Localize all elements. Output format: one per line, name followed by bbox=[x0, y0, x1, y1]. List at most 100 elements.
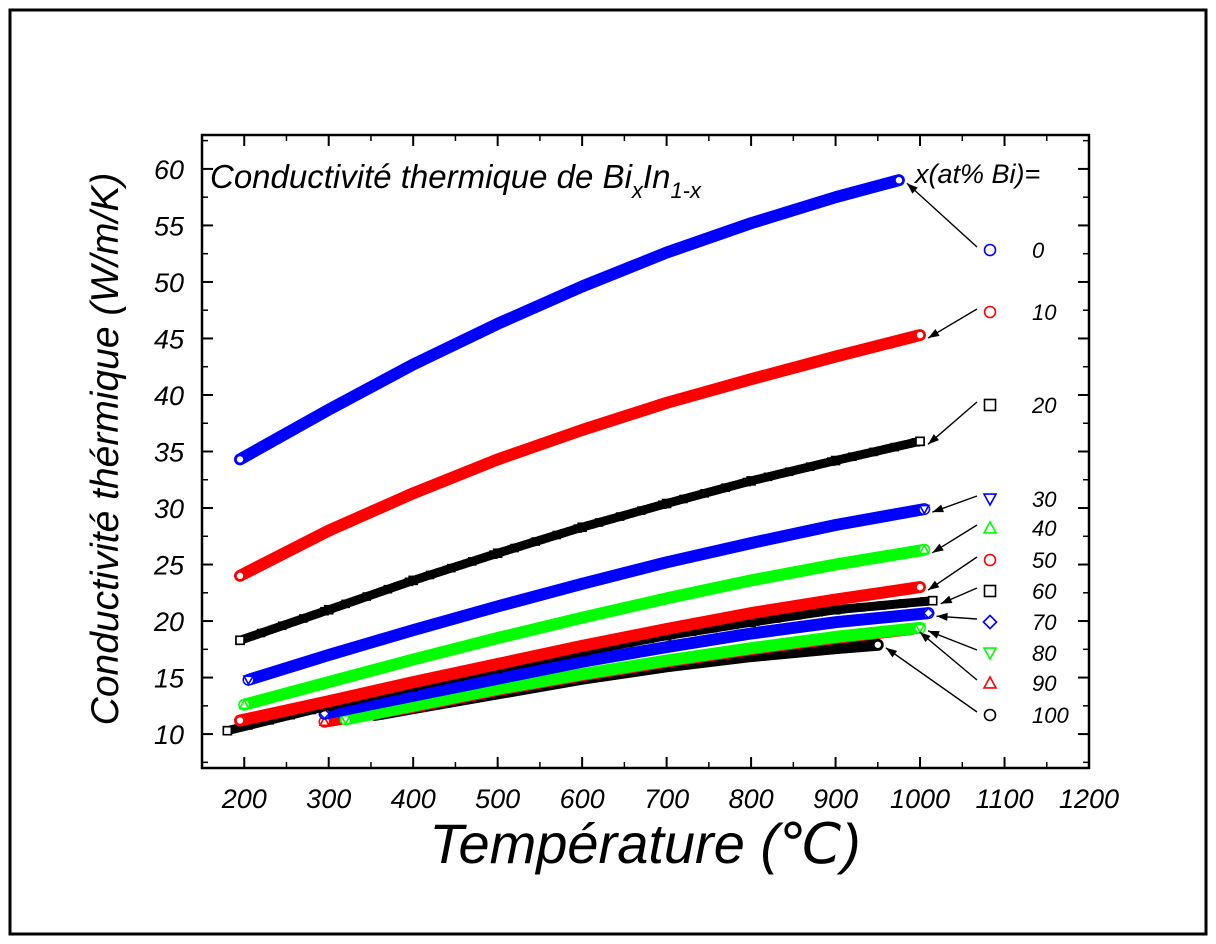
end-mask-100 bbox=[873, 640, 883, 650]
curve-marker-70 bbox=[678, 639, 689, 650]
legend-arrow-0 bbox=[906, 182, 978, 248]
curve-marker-20 bbox=[256, 628, 266, 638]
end-marker-10 bbox=[915, 330, 925, 340]
curve-marker-40 bbox=[809, 562, 820, 573]
curve-marker-10 bbox=[320, 528, 329, 538]
legend-marker-100 bbox=[983, 708, 997, 722]
x-tick-label-10: 1200 bbox=[1059, 784, 1119, 814]
legend-arrow-100 bbox=[885, 647, 978, 713]
curve-marker-0 bbox=[827, 194, 836, 203]
curve-marker-40 bbox=[429, 648, 440, 659]
curve-marker-10 bbox=[341, 518, 350, 528]
curve-marker-40 bbox=[407, 653, 419, 664]
curve-marker-80 bbox=[868, 628, 879, 639]
curve-marker-0 bbox=[636, 258, 646, 268]
data-point-10-5 bbox=[661, 398, 672, 408]
curve-marker-20 bbox=[362, 592, 372, 601]
curve-marker-60 bbox=[793, 611, 802, 620]
start-marker-60 bbox=[222, 725, 233, 736]
curve-marker-30 bbox=[581, 578, 592, 589]
curve-marker-40 bbox=[344, 670, 356, 681]
x-tick-label-7: 900 bbox=[813, 784, 858, 814]
curve-marker-20 bbox=[468, 557, 477, 566]
legend-item-80: 80 bbox=[927, 630, 1057, 666]
curve-marker-20 bbox=[615, 512, 625, 521]
curve-marker-20 bbox=[848, 452, 857, 461]
y-tick-label-6: 40 bbox=[154, 381, 184, 411]
curve-marker-10 bbox=[489, 456, 498, 466]
plot-title-sub-x: x bbox=[631, 178, 644, 203]
end-marker-20 bbox=[915, 436, 925, 447]
start-mask-10 bbox=[235, 571, 245, 581]
start-marker-50 bbox=[235, 715, 245, 726]
curve-marker-70 bbox=[593, 653, 605, 665]
curve-marker-0 bbox=[383, 373, 393, 383]
curve-marker-30 bbox=[813, 524, 824, 535]
curve-marker-60 bbox=[814, 607, 823, 617]
curve-marker-20 bbox=[299, 614, 308, 623]
curve-marker-80 bbox=[805, 636, 816, 646]
curve-marker-10 bbox=[636, 406, 646, 416]
curve-marker-60 bbox=[856, 603, 866, 612]
curve-marker-10 bbox=[848, 347, 857, 357]
curve-marker-80 bbox=[509, 681, 520, 692]
curve-marker-50 bbox=[468, 665, 477, 674]
legend-marker-40 bbox=[982, 520, 998, 534]
start-mask-40 bbox=[239, 700, 249, 710]
curve-marker-70 bbox=[699, 635, 710, 647]
curve-marker-50 bbox=[573, 642, 583, 652]
curve-marker-80 bbox=[678, 654, 689, 664]
curve-marker-70 bbox=[530, 665, 542, 677]
start-mask-50 bbox=[235, 716, 245, 726]
curve-marker-0 bbox=[615, 266, 625, 276]
curve-marker-30 bbox=[475, 607, 486, 617]
end-marker-100 bbox=[873, 639, 883, 650]
curve-marker-50 bbox=[658, 625, 667, 635]
curve-marker-50 bbox=[489, 660, 498, 670]
curve-marker-80 bbox=[382, 706, 394, 717]
y-tick-label-5: 35 bbox=[154, 438, 185, 468]
curve-marker-20 bbox=[277, 621, 287, 631]
curve-marker-40 bbox=[851, 555, 862, 565]
legend-arrowhead-80 bbox=[928, 630, 940, 639]
curve-marker-30 bbox=[665, 557, 677, 567]
legend-arrowhead-60 bbox=[940, 595, 953, 604]
x-tick-label-8: 1000 bbox=[890, 784, 950, 814]
y-tick-label-8: 50 bbox=[154, 268, 184, 298]
curve-marker-10 bbox=[362, 509, 372, 519]
curve-marker-40 bbox=[450, 643, 461, 653]
series-70 bbox=[318, 607, 935, 720]
end-mask-30 bbox=[919, 504, 929, 514]
legend-arrowhead-20 bbox=[928, 434, 939, 445]
x-tick-label-4: 600 bbox=[560, 784, 605, 814]
end-mask-10 bbox=[915, 330, 925, 340]
curve-marker-10 bbox=[404, 490, 414, 500]
curve-marker-30 bbox=[391, 631, 402, 641]
curve-marker-20 bbox=[658, 500, 667, 509]
curve-marker-20 bbox=[341, 599, 350, 609]
curve-marker-80 bbox=[762, 641, 774, 652]
legend-marker-0 bbox=[983, 243, 997, 257]
curve-marker-30 bbox=[517, 595, 529, 606]
curve-marker-10 bbox=[256, 560, 266, 570]
curve-marker-10 bbox=[594, 420, 604, 429]
curve-marker-10 bbox=[763, 370, 773, 379]
curve-marker-10 bbox=[573, 427, 583, 436]
series-10 bbox=[234, 329, 926, 582]
curve-marker-10 bbox=[510, 449, 519, 458]
curve-marker-70 bbox=[340, 704, 351, 715]
curve-marker-30 bbox=[327, 649, 339, 660]
curve-marker-20 bbox=[320, 606, 329, 616]
curve-marker-50 bbox=[721, 613, 731, 623]
data-point-10-2 bbox=[408, 488, 418, 499]
legend-label-30: 30 bbox=[1032, 487, 1057, 512]
curve-marker-10 bbox=[468, 465, 477, 474]
curve-marker-50 bbox=[404, 678, 414, 688]
curve-marker-50 bbox=[615, 633, 625, 643]
legend-label-40: 40 bbox=[1032, 516, 1057, 541]
curve-marker-80 bbox=[446, 694, 457, 704]
curve-marker-0 bbox=[721, 227, 731, 237]
start-marker-10 bbox=[235, 571, 245, 581]
curve-marker-20 bbox=[425, 570, 435, 580]
legend-arrowhead-30 bbox=[932, 504, 944, 513]
